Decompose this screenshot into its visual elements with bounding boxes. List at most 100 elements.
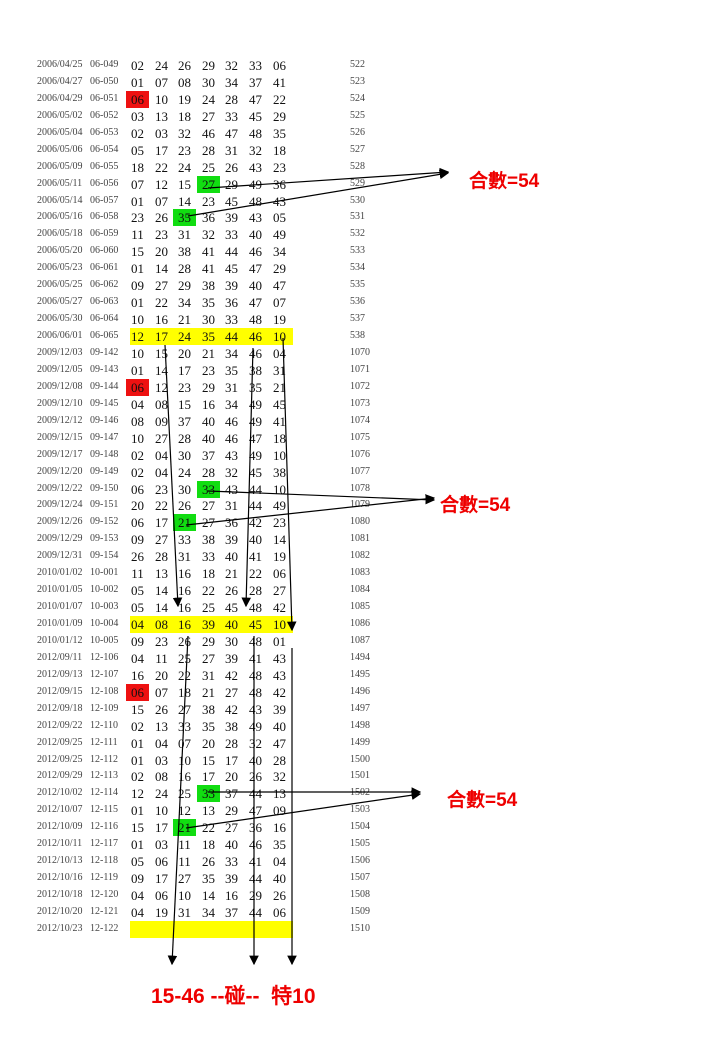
draw-number: 36 <box>249 820 262 836</box>
draw-number: 08 <box>131 413 144 429</box>
draw-sequence: 1501 <box>350 770 370 782</box>
draw-number: 14 <box>202 888 215 904</box>
draw-number: 01 <box>131 752 144 768</box>
draw-number: 39 <box>225 532 238 548</box>
draw-number: 33 <box>202 549 215 565</box>
table-row: 2006/05/20 06-060 15 20 38 41 44 46 34 533 <box>0 243 400 260</box>
draw-number: 31 <box>225 142 238 158</box>
table-row: 2009/12/15 09-147 10 27 28 40 46 47 18 1075 <box>0 430 400 447</box>
draw-number: 15 <box>131 244 144 260</box>
draw-issue: 12-117 <box>90 838 118 850</box>
draw-issue: 09-151 <box>90 499 119 511</box>
draw-number: 27 <box>225 684 238 700</box>
draw-date: 2012/10/16 <box>37 872 83 884</box>
yellow-highlight <box>130 328 293 346</box>
draw-number: 49 <box>249 447 262 463</box>
draw-number: 41 <box>202 261 215 277</box>
draw-number: 27 <box>273 583 286 599</box>
draw-date: 2006/05/02 <box>37 109 83 121</box>
draw-number: 37 <box>225 786 238 802</box>
draw-number: 21 <box>178 312 191 328</box>
draw-date: 2006/04/29 <box>37 92 83 104</box>
draw-number: 35 <box>273 125 286 141</box>
draw-number: 33 <box>197 480 220 498</box>
draw-date: 2009/12/12 <box>37 414 83 426</box>
table-row: 2012/10/11 12-117 01 03 11 18 40 46 35 1505 <box>0 836 400 853</box>
draw-number: 25 <box>202 159 215 175</box>
draw-number: 43 <box>249 159 262 175</box>
draw-date: 2012/10/02 <box>37 787 83 799</box>
table-row: 2009/12/08 09-144 06 12 23 29 31 35 21 1072 <box>0 378 400 396</box>
draw-number: 26 <box>202 854 215 870</box>
draw-number: 20 <box>225 769 238 785</box>
draw-number: 38 <box>273 464 286 480</box>
draw-number: 02 <box>131 718 144 734</box>
draw-number: 10 <box>131 430 144 446</box>
table-row: 2006/04/25 06-049 02 24 26 29 32 33 06 522 <box>0 57 400 74</box>
draw-number: 29 <box>225 176 238 192</box>
draw-number: 29 <box>202 379 215 395</box>
draw-number: 48 <box>249 312 262 328</box>
draw-number: 09 <box>131 633 144 649</box>
draw-number: 05 <box>131 600 144 616</box>
arrow-line <box>185 494 436 526</box>
draw-number: 33 <box>197 785 220 803</box>
draw-number: 29 <box>202 58 215 73</box>
draw-number: 10 <box>131 312 144 328</box>
draw-number: 03 <box>155 837 168 853</box>
draw-number: 28 <box>202 464 215 480</box>
draw-date: 2006/05/20 <box>37 245 83 257</box>
draw-number: 01 <box>131 261 144 277</box>
draw-number: 29 <box>178 278 191 294</box>
draw-number: 15 <box>202 752 215 768</box>
draw-number: 04 <box>155 447 168 463</box>
draw-sequence: 523 <box>350 75 365 87</box>
draw-number: 04 <box>155 735 168 751</box>
table-row: 2010/01/07 10-003 05 14 16 25 45 48 42 1085 <box>0 599 400 616</box>
table-row: 2009/12/22 09-150 06 23 30 33 43 44 10 1078 <box>0 480 400 498</box>
draw-number: 16 <box>178 617 191 633</box>
draw-sequence: 1499 <box>350 736 370 748</box>
draw-number: 30 <box>225 633 238 649</box>
draw-sequence: 529 <box>350 177 365 189</box>
draw-sequence: 1087 <box>350 634 370 646</box>
draw-number: 07 <box>178 735 191 751</box>
draw-number: 09 <box>131 532 144 548</box>
draw-sequence: 1082 <box>350 550 370 562</box>
draw-number: 17 <box>155 820 168 836</box>
draw-sequence: 537 <box>350 313 365 325</box>
draw-number: 40 <box>225 617 238 633</box>
yellow-highlight <box>130 616 293 634</box>
table-row: 2006/05/06 06-054 05 17 23 28 31 32 18 527 <box>0 142 400 159</box>
draw-number: 33 <box>225 854 238 870</box>
draw-number: 33 <box>178 718 191 734</box>
draw-sequence: 1498 <box>350 719 370 731</box>
draw-number: 41 <box>202 244 215 260</box>
draw-number: 14 <box>273 532 286 548</box>
draw-issue: 06-050 <box>90 75 119 87</box>
draw-number: 22 <box>178 667 191 683</box>
draw-number: 09 <box>131 871 144 887</box>
draw-number: 14 <box>155 362 168 378</box>
draw-number: 32 <box>273 769 286 785</box>
draw-number: 32 <box>178 125 191 141</box>
draw-number: 19 <box>273 549 286 565</box>
draw-number: 45 <box>249 464 262 480</box>
table-row: 2012/10/07 12-115 01 10 12 13 29 47 09 1503 <box>0 802 400 819</box>
draw-number: 36 <box>202 210 215 226</box>
draw-number: 28 <box>273 752 286 768</box>
draw-number: 45 <box>225 600 238 616</box>
draw-issue: 10-004 <box>90 618 119 630</box>
draw-sequence: 1500 <box>350 753 370 765</box>
draw-number: 06 <box>126 378 149 396</box>
draw-number: 17 <box>202 769 215 785</box>
draw-number: 47 <box>249 803 262 819</box>
draw-date: 2006/05/11 <box>37 177 83 189</box>
draw-number: 06 <box>273 905 286 920</box>
draw-number: 40 <box>249 227 262 243</box>
draw-number: 26 <box>131 549 144 565</box>
draw-number: 34 <box>225 345 238 361</box>
draw-number: 02 <box>131 769 144 785</box>
draw-number: 01 <box>131 803 144 819</box>
draw-number: 36 <box>225 295 238 311</box>
